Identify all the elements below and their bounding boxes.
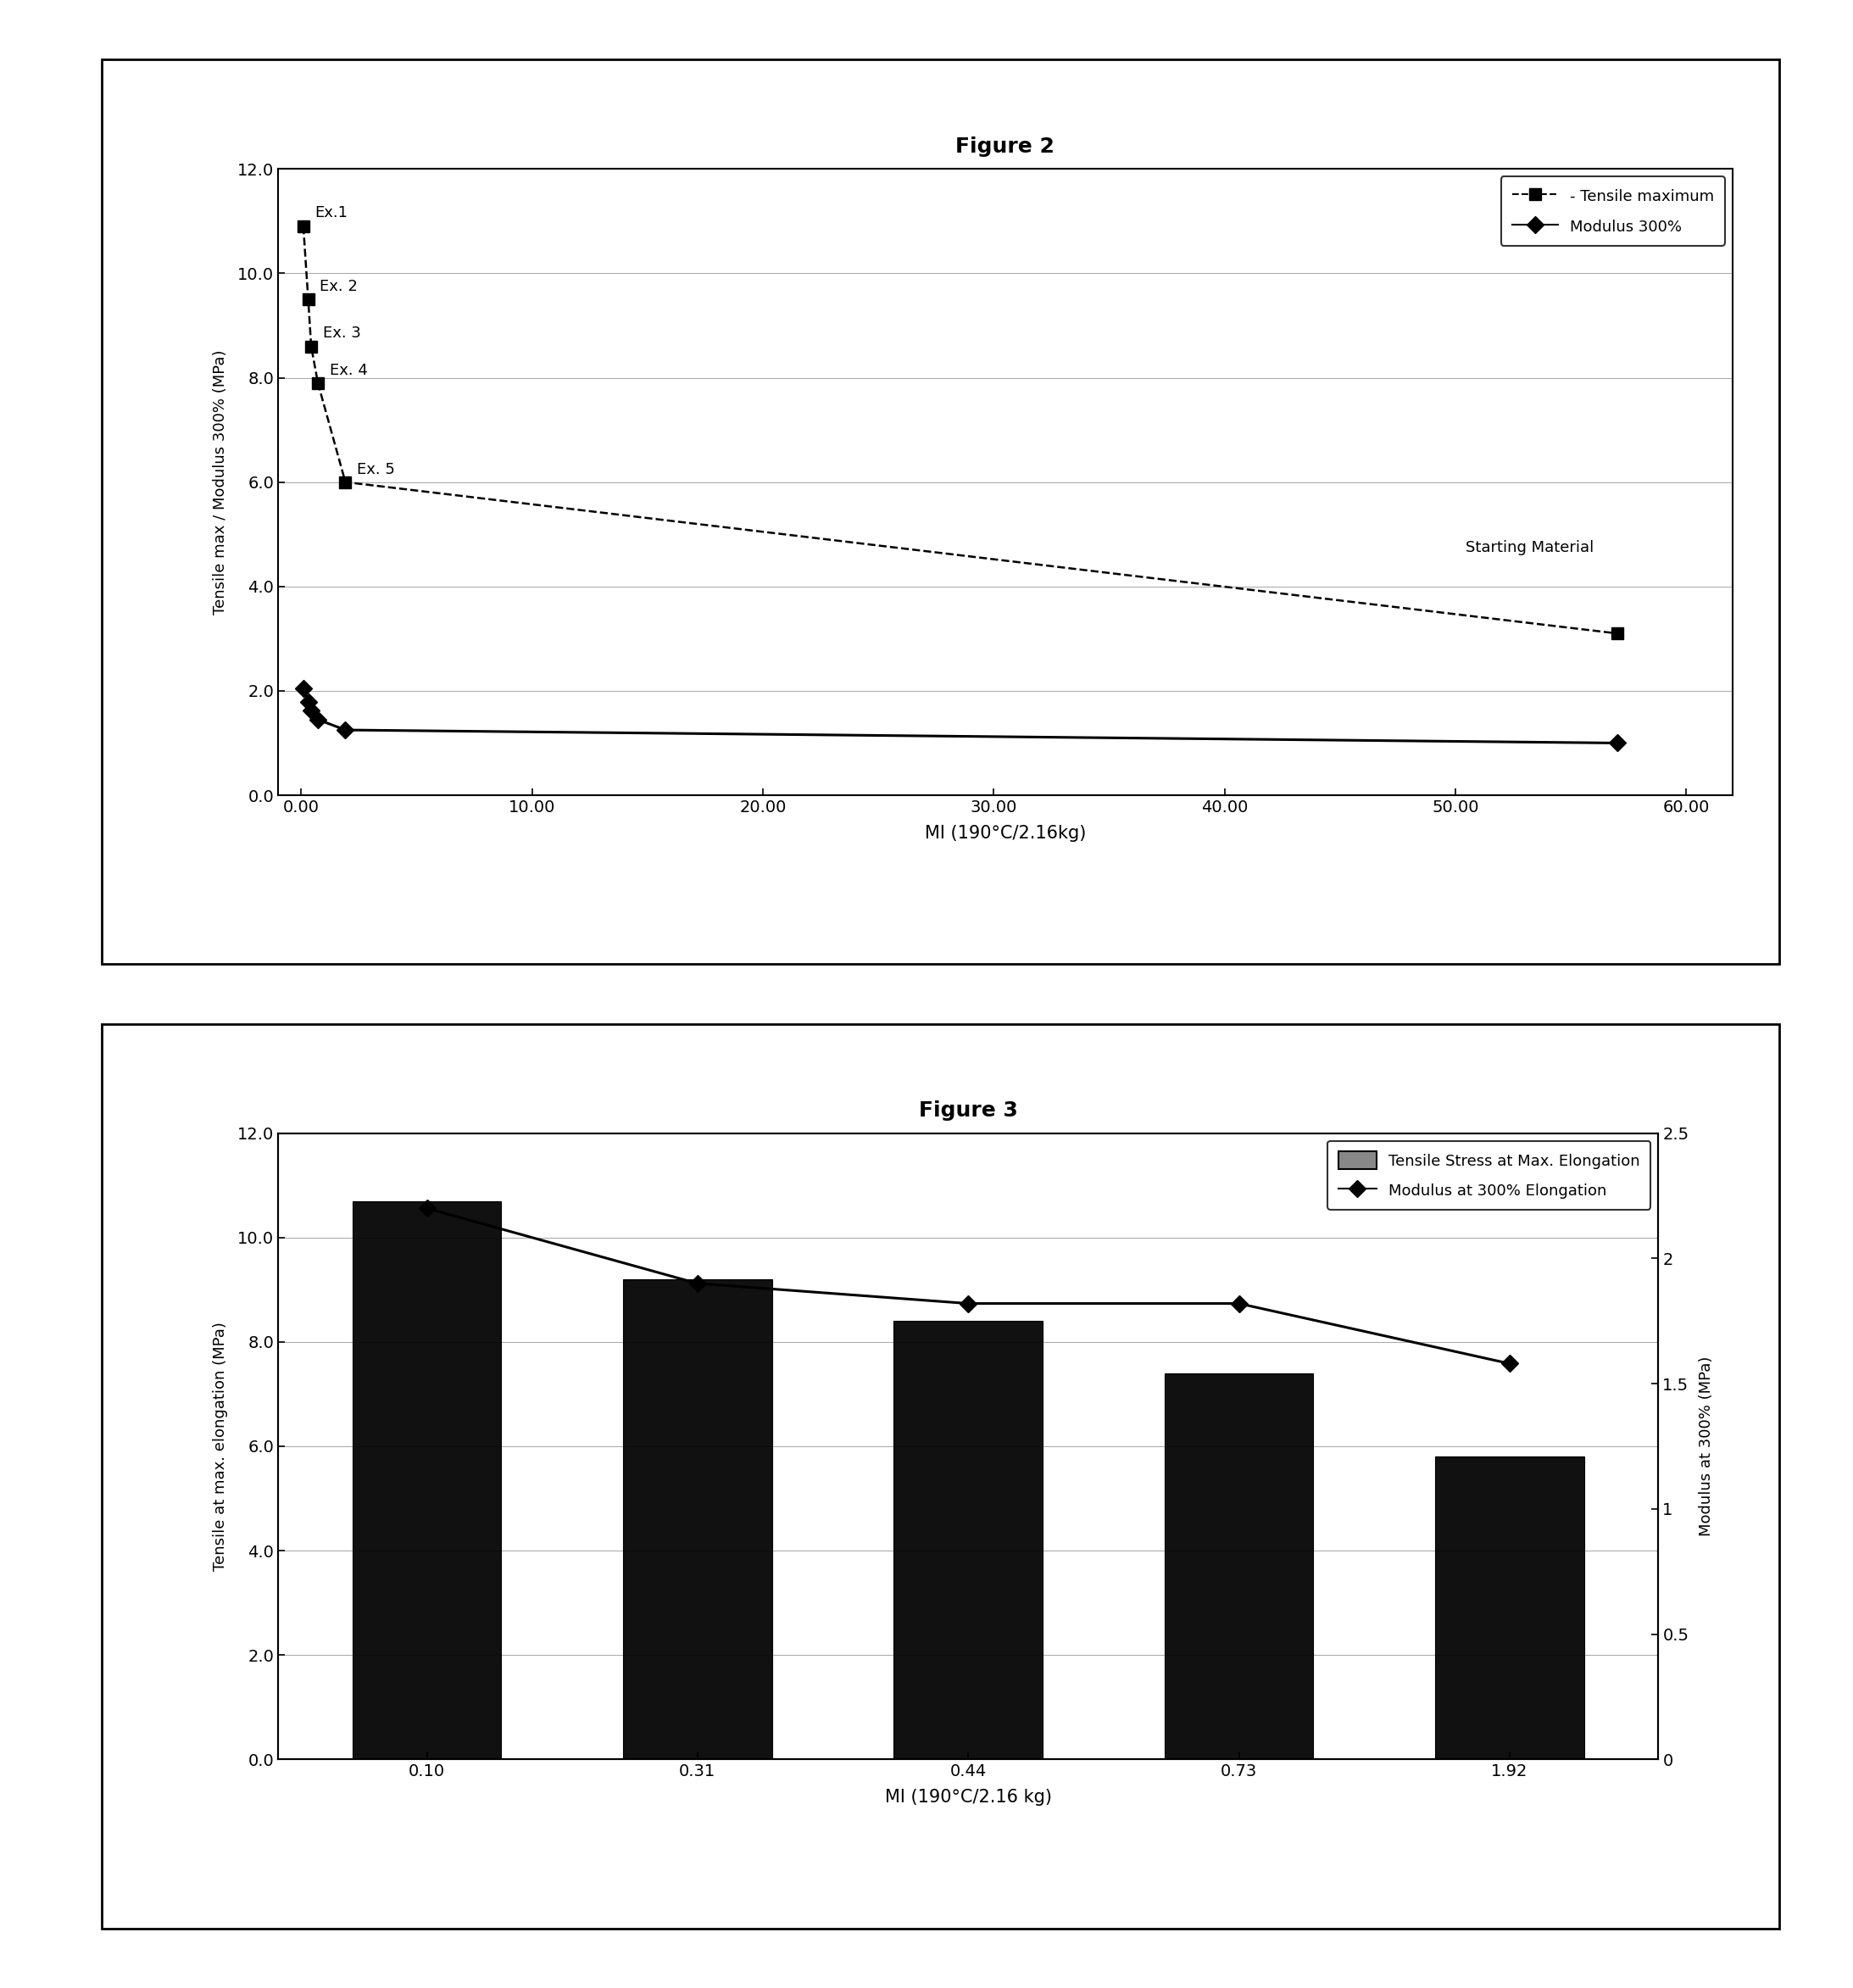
Y-axis label: Tensile at max. elongation (MPa): Tensile at max. elongation (MPa)	[213, 1322, 228, 1571]
Bar	[623, 1280, 773, 1759]
Bar	[1434, 1457, 1584, 1759]
X-axis label: MI (190°C/2.16kg): MI (190°C/2.16kg)	[925, 825, 1086, 841]
Legend: Tensile Stress at Max. Elongation, Modulus at 300% Elongation: Tensile Stress at Max. Elongation, Modul…	[1327, 1141, 1651, 1211]
Text: Ex. 2: Ex. 2	[321, 278, 358, 294]
Legend: - Tensile maximum, Modulus 300%: - Tensile maximum, Modulus 300%	[1501, 177, 1725, 247]
Y-axis label: Modulus at 300% (MPa): Modulus at 300% (MPa)	[1699, 1356, 1714, 1537]
X-axis label: MI (190°C/2.16 kg): MI (190°C/2.16 kg)	[884, 1789, 1053, 1805]
Bar	[352, 1201, 502, 1759]
Text: Ex. 4: Ex. 4	[330, 362, 367, 378]
Bar	[893, 1322, 1043, 1759]
Title: Figure 2: Figure 2	[956, 137, 1054, 157]
Y-axis label: Tensile max / Modulus 300% (MPa): Tensile max / Modulus 300% (MPa)	[213, 350, 228, 614]
Bar	[1164, 1374, 1314, 1759]
Title: Figure 3: Figure 3	[919, 1101, 1017, 1121]
Text: Ex. 3: Ex. 3	[322, 326, 361, 342]
Text: Starting Material: Starting Material	[1466, 541, 1594, 555]
Text: Ex. 5: Ex. 5	[358, 461, 395, 477]
Text: Ex.1: Ex.1	[315, 205, 348, 221]
